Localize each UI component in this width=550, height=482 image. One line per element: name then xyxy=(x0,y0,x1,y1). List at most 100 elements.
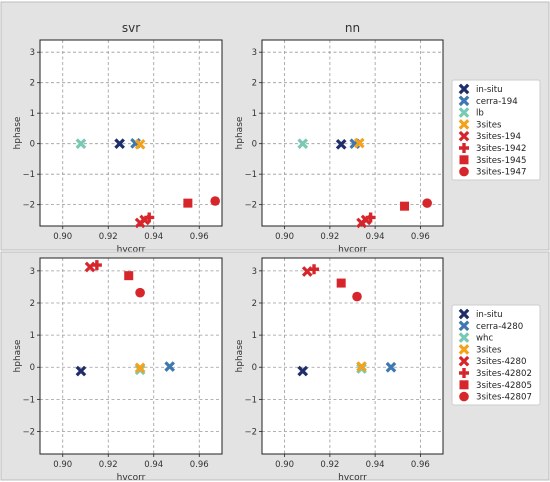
data-point xyxy=(144,212,155,223)
data-point xyxy=(124,271,134,281)
legend-marker xyxy=(458,308,470,320)
y-tick-label: −2 xyxy=(244,201,257,211)
data-point xyxy=(91,260,102,271)
y-tick-label: −2 xyxy=(244,428,257,438)
x-tick-label: 0.96 xyxy=(190,460,209,470)
y-tick-label: −1 xyxy=(244,395,257,405)
legend-marker xyxy=(458,95,470,107)
data-point xyxy=(335,138,347,150)
y-tick-label: 0 xyxy=(30,140,35,150)
legend-label: 3sites-42802 xyxy=(476,369,532,379)
legend-label: 3sites-42805 xyxy=(476,381,532,391)
data-point xyxy=(75,138,87,150)
y-tick-label: 3 xyxy=(252,267,257,277)
legend-label: 3sites-1942 xyxy=(476,144,526,154)
axes-frame xyxy=(39,39,223,227)
x-tick-label: 0.90 xyxy=(53,232,72,242)
legend-box xyxy=(451,79,541,181)
subplot-title: nn xyxy=(345,21,360,35)
y-tick-label: 2 xyxy=(30,79,35,89)
subplot: 0.90 0.92 0.94 0.96 −2 −1 0 1 2 3 hvcorr hphase xyxy=(13,257,223,482)
legend-marker xyxy=(459,368,469,378)
legend-label: cerra-4280 xyxy=(476,322,523,332)
legend-label: 3sites-1947 xyxy=(476,168,526,178)
legend-label: 3sites-194 xyxy=(476,132,521,142)
legend-marker xyxy=(458,332,470,343)
data-point xyxy=(353,137,365,149)
x-tick-label: 0.92 xyxy=(99,460,118,470)
y-tick-label: −1 xyxy=(22,170,35,180)
legend-box xyxy=(451,304,541,406)
data-point xyxy=(336,278,346,288)
x-tick-label: 0.96 xyxy=(411,460,430,470)
legend-marker xyxy=(458,320,470,332)
x-tick-label: 0.94 xyxy=(366,460,385,470)
data-point xyxy=(400,201,410,211)
x-axis-label: hvcorr xyxy=(338,473,367,482)
legend-label: 3sites xyxy=(476,120,502,130)
x-tick-label: 0.96 xyxy=(411,232,430,242)
legend-label: in-situ xyxy=(476,85,503,95)
x-tick-label: 0.92 xyxy=(320,232,339,242)
data-point xyxy=(134,138,146,150)
legend-label: 3sites-4280 xyxy=(476,357,526,367)
legend-marker xyxy=(458,107,470,118)
y-tick-label: 2 xyxy=(252,79,257,89)
legend-label: lb xyxy=(476,109,484,119)
subplot: 0.90 0.92 0.94 0.96 −2 −1 0 1 2 3 hvcorr hphase svr xyxy=(13,21,223,255)
legend-marker xyxy=(459,155,469,165)
data-point xyxy=(164,361,176,372)
legend-marker xyxy=(458,130,470,142)
data-point xyxy=(422,198,432,208)
subplot: 0.90 0.92 0.94 0.96 −2 −1 0 1 2 3 hvcorr hphase xyxy=(235,257,444,482)
data-point xyxy=(297,138,309,150)
legend-marker xyxy=(459,143,469,153)
y-tick-label: 0 xyxy=(30,363,35,373)
y-tick-label: 2 xyxy=(252,299,257,309)
data-point xyxy=(309,264,320,275)
y-axis-label: hphase xyxy=(13,116,23,149)
data-point xyxy=(75,365,87,377)
plot-area xyxy=(262,40,443,226)
data-point xyxy=(297,365,309,377)
data-point xyxy=(134,362,146,374)
x-tick-label: 0.94 xyxy=(366,232,385,242)
legend-marker xyxy=(458,119,470,130)
y-tick-label: 1 xyxy=(30,331,35,341)
x-tick-label: 0.92 xyxy=(99,232,118,242)
x-axis-label: hvcorr xyxy=(117,473,146,482)
plot-area xyxy=(262,258,443,454)
legend-label: 3sites-42807 xyxy=(476,393,532,403)
x-axis-label: hvcorr xyxy=(338,245,367,255)
legend-label: in-situ xyxy=(476,310,503,320)
subplot-title: svr xyxy=(122,21,140,35)
y-tick-label: 3 xyxy=(30,267,35,277)
data-point xyxy=(356,217,367,229)
legend-marker xyxy=(458,355,470,367)
legend-label: 3sites-1945 xyxy=(476,156,526,166)
y-tick-label: 1 xyxy=(252,331,257,341)
x-tick-label: 0.90 xyxy=(275,460,294,470)
x-tick-label: 0.90 xyxy=(53,460,72,470)
plot-area xyxy=(40,40,222,226)
legend-marker xyxy=(459,166,469,177)
plot-area xyxy=(40,258,222,454)
panel-top: 0.90 0.92 0.94 0.96 −2 −1 0 1 2 3 hvcorr hphase svr 0… xyxy=(0,1,550,255)
y-tick-label: 1 xyxy=(252,109,257,119)
y-tick-label: 3 xyxy=(252,48,257,58)
axes-frame xyxy=(39,257,223,455)
data-point xyxy=(365,212,376,223)
y-axis-label: hphase xyxy=(235,339,245,372)
x-tick-label: 0.94 xyxy=(144,460,163,470)
y-axis-label: hphase xyxy=(235,116,245,149)
y-tick-label: −2 xyxy=(22,428,35,438)
legend-label: cerra-194 xyxy=(476,97,518,107)
axes-frame xyxy=(261,257,444,455)
data-point xyxy=(385,361,397,373)
y-tick-label: −1 xyxy=(22,395,35,405)
data-point xyxy=(134,217,146,229)
axes-frame xyxy=(261,39,444,227)
